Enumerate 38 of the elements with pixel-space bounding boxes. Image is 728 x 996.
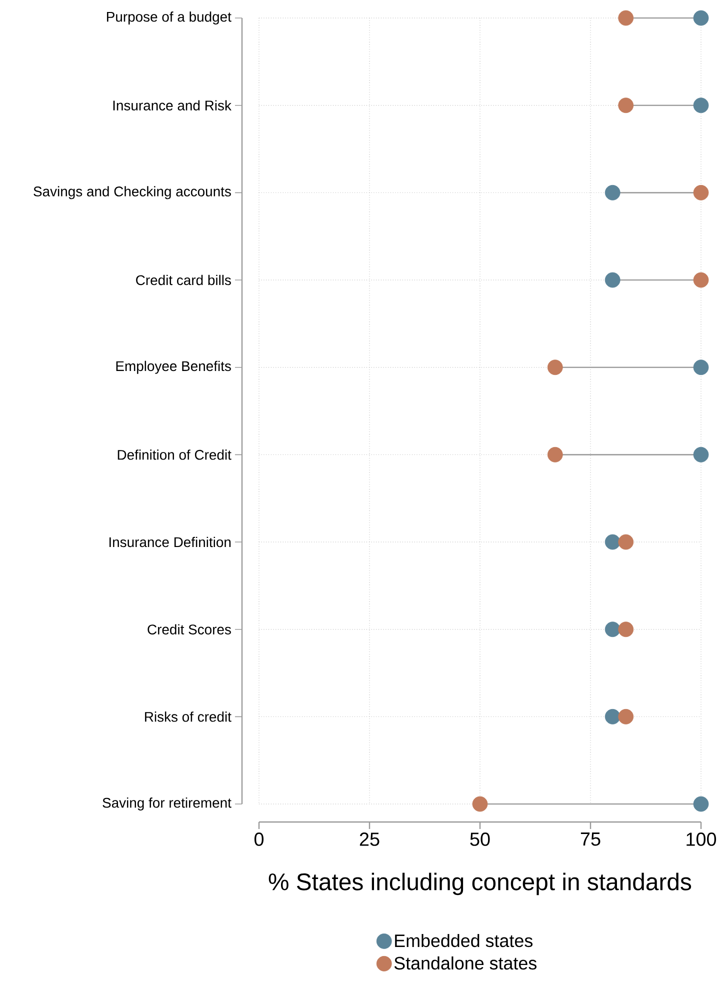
x-axis-title: % States including concept in standards: [268, 872, 692, 896]
x-tick-label: 75: [580, 832, 600, 846]
point: [693, 796, 709, 812]
point: [604, 184, 620, 200]
y-tick-label: Definition of Credit: [118, 450, 232, 460]
y-tick-label: Saving for retirement: [102, 798, 232, 811]
y-tick-label: Employee Benefits: [116, 360, 231, 374]
point: [693, 10, 709, 26]
point: [693, 272, 709, 288]
y-tick-label: Risks of credit: [145, 712, 232, 722]
point: [618, 708, 634, 724]
point: [604, 534, 620, 550]
point: [693, 98, 709, 114]
point: [604, 272, 620, 288]
x-tick-label: 50: [470, 832, 490, 846]
point: [693, 360, 709, 376]
point: [618, 534, 634, 550]
point: [693, 184, 709, 200]
y-tick-label: Insurance Definition: [109, 536, 231, 548]
y-tick-label: Purpose of a budget: [107, 12, 232, 24]
point: [547, 360, 563, 376]
point: [604, 708, 620, 724]
point: [618, 622, 634, 638]
legend-label: Embedded states: [395, 934, 533, 948]
point: [693, 446, 709, 462]
point: [547, 446, 563, 462]
x-tick-label: 100: [686, 832, 716, 846]
point: [618, 98, 634, 114]
point: [618, 10, 634, 26]
x-tick-label: 0: [254, 832, 264, 846]
legend-label: Standalone states: [394, 956, 537, 970]
y-tick-label: Savings and Checking accounts: [34, 186, 231, 200]
x-tick-label: 25: [360, 832, 380, 846]
y-tick-label: Credit Scores: [148, 624, 231, 634]
y-tick-label: Insurance and Risk: [113, 100, 232, 110]
y-tick-label: Credit card bills: [136, 274, 231, 286]
point: [604, 622, 620, 638]
point: [472, 796, 488, 812]
